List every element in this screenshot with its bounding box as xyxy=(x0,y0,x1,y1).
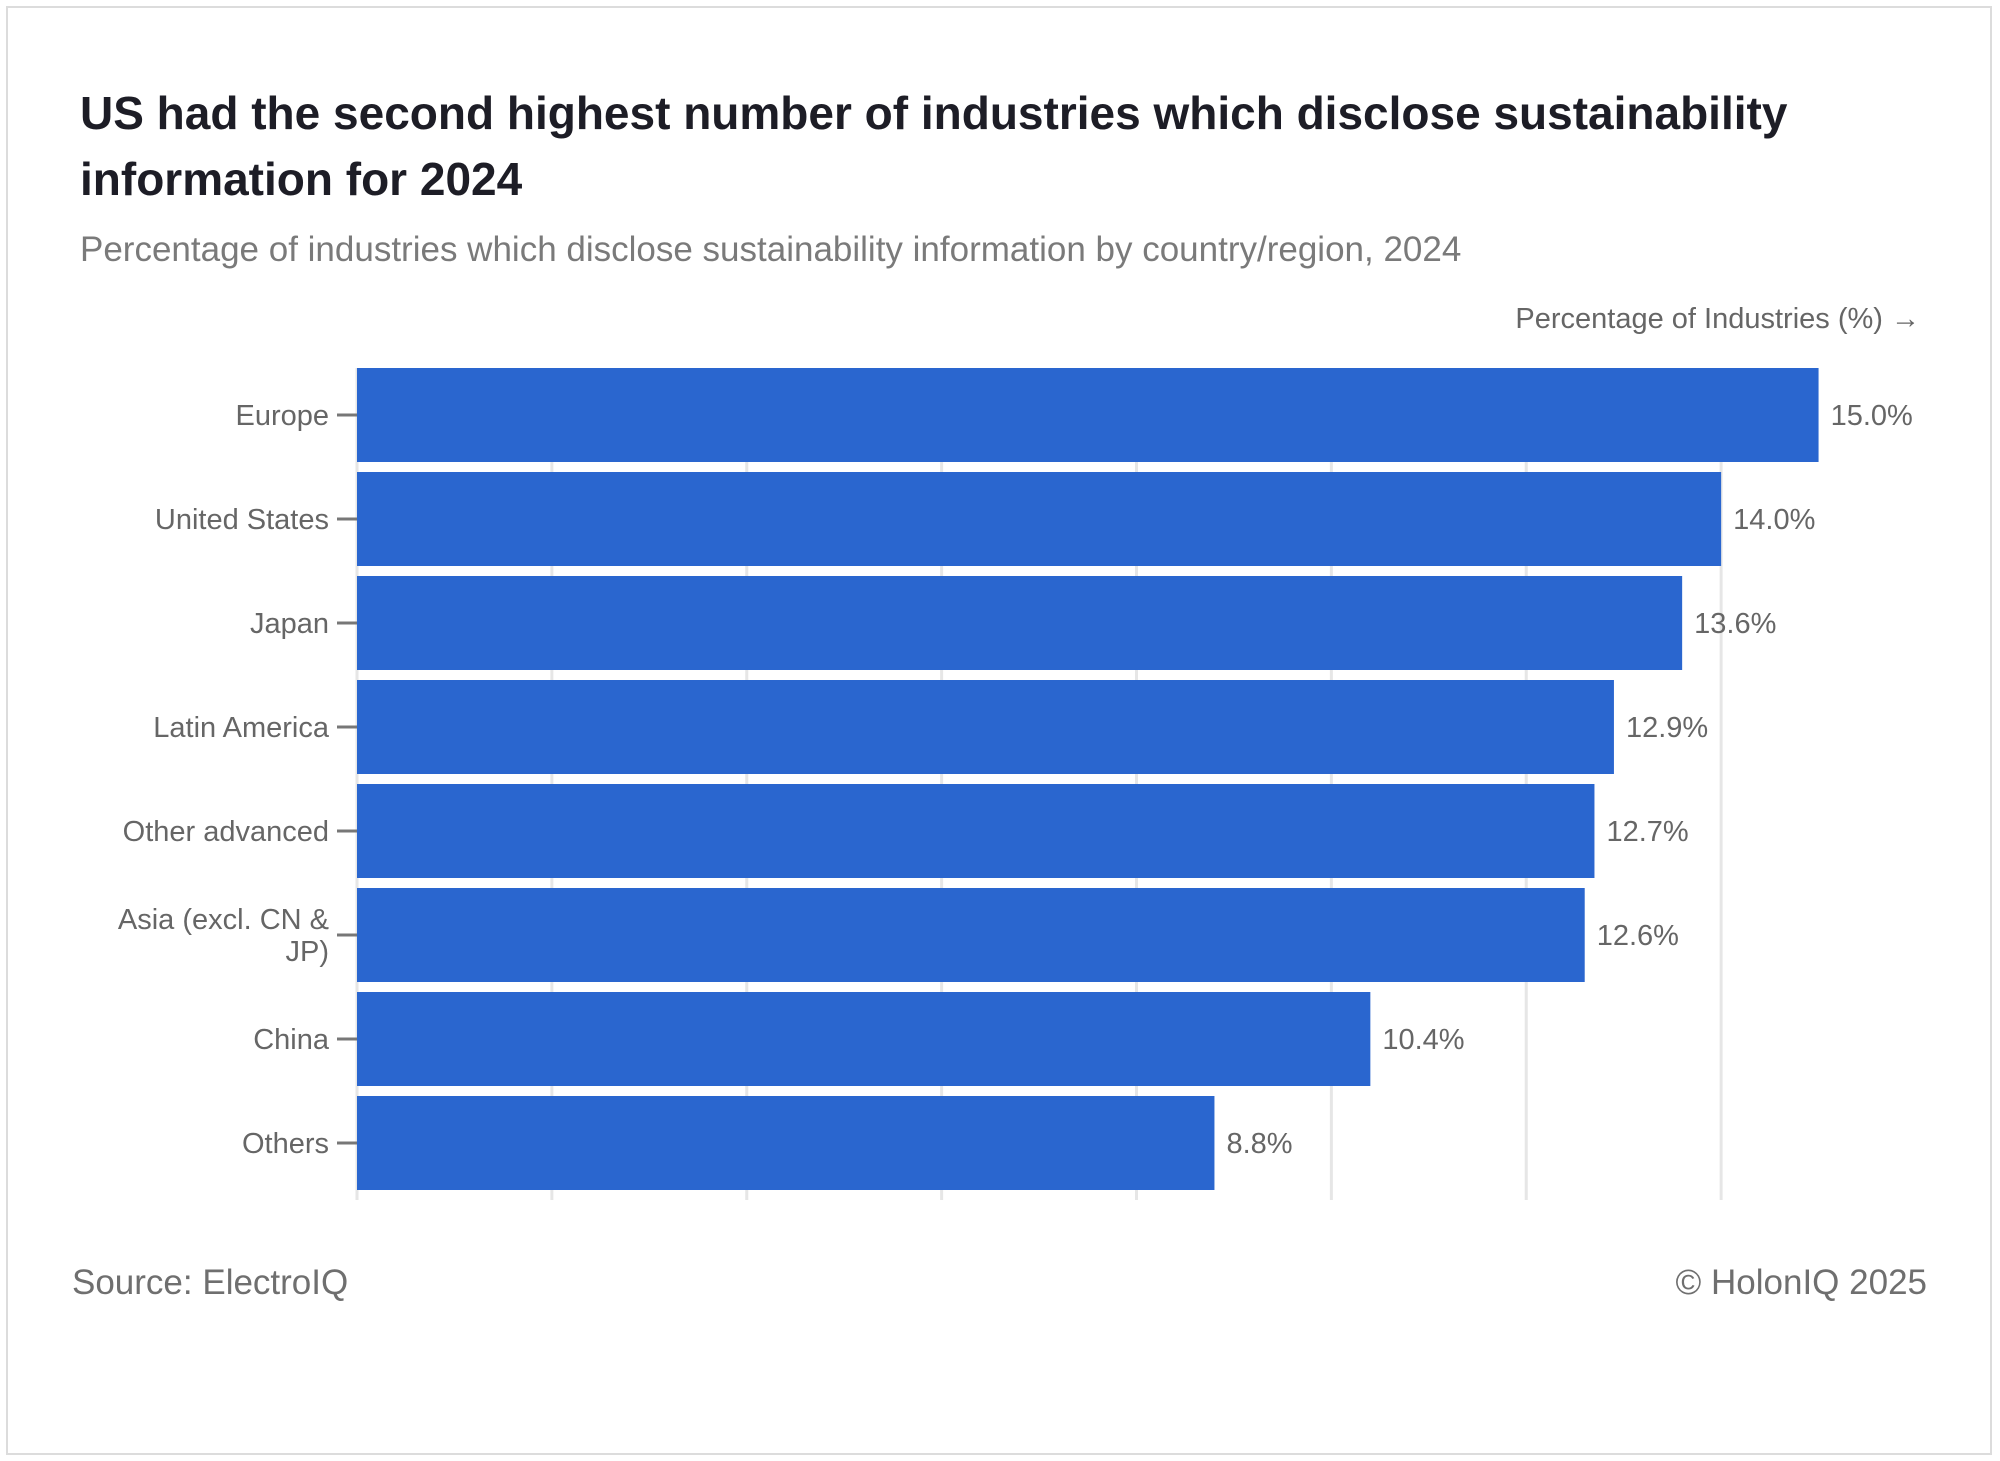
data-label: 12.6% xyxy=(1597,920,1679,952)
bar xyxy=(357,472,1722,566)
chart-card: US had the second highest number of indu… xyxy=(6,6,1992,1455)
category-label: Japan xyxy=(250,608,329,640)
bar xyxy=(357,680,1614,774)
data-label: 10.4% xyxy=(1382,1024,1464,1056)
chart-title: US had the second highest number of indu… xyxy=(80,87,1788,205)
bar xyxy=(357,992,1371,1086)
bar xyxy=(357,1096,1215,1190)
data-label: 12.7% xyxy=(1606,816,1688,848)
source-note: Source: ElectroIQ xyxy=(72,1263,349,1302)
bar xyxy=(357,576,1683,670)
data-label: 14.0% xyxy=(1733,504,1815,536)
category-label: Europe xyxy=(235,400,329,432)
category-label: Others xyxy=(242,1128,329,1160)
data-label: 15.0% xyxy=(1831,400,1913,432)
bars xyxy=(357,368,1819,1190)
bar xyxy=(357,888,1585,982)
category-label: United States xyxy=(155,504,329,536)
category-label: Asia (excl. CN & JP) xyxy=(118,904,329,968)
chart-subtitle: Percentage of industries which disclose … xyxy=(80,230,1462,269)
x-axis-title: Percentage of Industries (%) → xyxy=(1515,303,1920,335)
category-axis: Europe United States Japan Latin America Oth… xyxy=(118,400,357,1160)
data-label: 12.9% xyxy=(1626,712,1708,744)
bar xyxy=(357,368,1819,462)
data-label: 8.8% xyxy=(1226,1128,1292,1160)
data-labels: 15.0% 14.0% 13.6% 12.9% 12.7% 12.6% 10.4% 8.8% xyxy=(1226,400,1912,1160)
category-label: Other advanced xyxy=(123,816,329,848)
data-label: 13.6% xyxy=(1694,608,1776,640)
category-label: Latin America xyxy=(153,712,330,744)
category-label: China xyxy=(253,1024,330,1056)
bar xyxy=(357,784,1595,878)
copyright-note: © HolonIQ 2025 xyxy=(1675,1263,1928,1302)
